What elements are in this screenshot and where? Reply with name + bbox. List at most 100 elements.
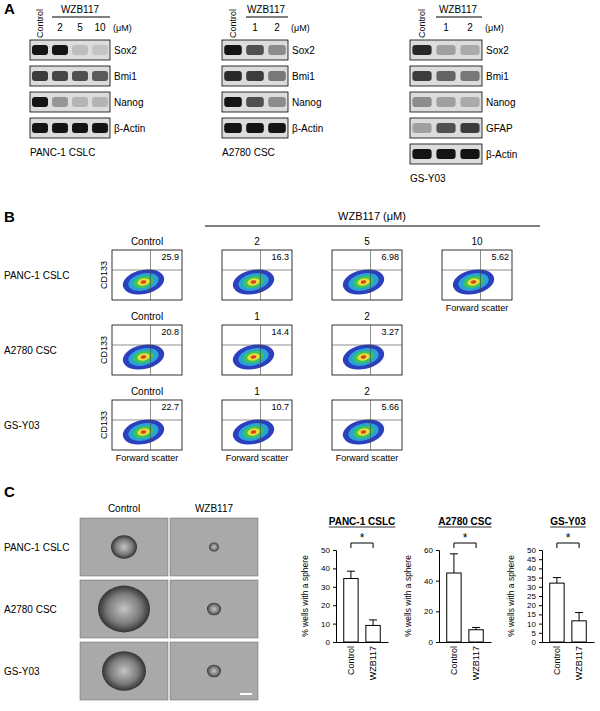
y-axis-line (436, 551, 440, 643)
flow-density (360, 430, 366, 435)
dose-label: 2 (274, 22, 280, 33)
blot-band (246, 45, 264, 55)
panel-label: B (4, 208, 15, 225)
blot-band (268, 123, 286, 133)
y-axis: 05101520253035404550 (527, 546, 542, 647)
chart-title: PANC-1 CSLC (329, 516, 395, 527)
sphere (207, 665, 221, 678)
y-tick: 40 (527, 564, 542, 573)
dose-label: 2 (57, 22, 63, 33)
blot-strip (222, 66, 288, 86)
flow-density (140, 355, 146, 360)
blot-strip (222, 92, 288, 112)
error-bar (575, 613, 583, 621)
flow-plot-frame (222, 400, 292, 450)
blot-caption: A2780 CSC (222, 147, 275, 158)
blot-band (224, 123, 242, 133)
flow-plot-frame (222, 325, 292, 375)
y-tick-label: 50 (527, 546, 536, 555)
y-tick-mark (539, 605, 542, 606)
flow-density (237, 345, 271, 368)
x-tick: Control (346, 642, 356, 675)
blot-band (32, 97, 48, 107)
gate-percent: 14.4 (271, 327, 289, 337)
error-bar-cap (450, 553, 458, 554)
blot-strip (30, 92, 110, 112)
flow-density (242, 274, 265, 290)
flow-plot-frame (222, 250, 292, 300)
treatment-line (436, 17, 482, 18)
flow-density (242, 424, 265, 440)
gate-line (222, 270, 292, 271)
y-tick-label: 20 (424, 607, 433, 616)
flow-density (352, 349, 375, 365)
blot-band (412, 97, 431, 107)
flow-density (127, 270, 161, 293)
y-axis-title: % wells with a sphere (300, 555, 310, 637)
flow-density (120, 416, 166, 448)
blot-strip (410, 118, 482, 138)
gate-line (112, 345, 182, 346)
y-tick-mark (436, 642, 439, 643)
y-axis-title: CD133 (99, 336, 109, 364)
blot-band (224, 45, 242, 55)
blot-band (460, 71, 479, 81)
error-bar-stem (579, 613, 580, 621)
y-tick-label: 5 (532, 629, 537, 638)
y-tick-mark (333, 605, 336, 606)
y-tick-mark (436, 550, 439, 551)
row-label: A2780 CSC (4, 345, 57, 356)
error-bar (347, 571, 355, 578)
sphere-images: ControlWZB117PANC-1 CSLCA2780 CSCGS-Y03 (4, 503, 258, 700)
y-tick: 40 (321, 564, 336, 573)
y-tick-mark (436, 581, 439, 582)
flow-density (250, 430, 256, 435)
gate-percent: 22.7 (161, 402, 179, 412)
gate-percent: 5.62 (491, 252, 509, 262)
blot-band (268, 45, 286, 55)
y-tick: 50 (527, 546, 542, 555)
blot-band (412, 123, 431, 133)
sphere (207, 603, 221, 616)
gate-line (112, 270, 182, 271)
unit-label: (μM) (485, 23, 504, 33)
image-row-label: GS-Y03 (4, 666, 40, 677)
gate-line (332, 270, 402, 271)
gate-line (260, 325, 261, 375)
flow-density (127, 345, 161, 368)
y-axis: 0204060 (424, 546, 439, 647)
blot-band (436, 45, 455, 55)
gate-line (260, 250, 261, 300)
protein-label: Bmi1 (292, 71, 315, 82)
bar (550, 583, 564, 642)
y-tick-mark (539, 587, 542, 588)
error-bar-stem (373, 620, 374, 626)
y-tick: 30 (321, 583, 336, 592)
column-label: Control (131, 236, 163, 247)
gate-percent: 5.66 (381, 402, 399, 412)
flow-density (132, 424, 155, 440)
flow-density (450, 266, 496, 298)
column-label: Control (131, 386, 163, 397)
blot-band (460, 123, 479, 133)
image-column-label: WZB117 (195, 503, 234, 514)
flow-density (237, 420, 271, 443)
lane-label: Control (35, 9, 45, 38)
blot-band (32, 45, 48, 55)
flow-density (357, 427, 371, 436)
x-tick: Control (552, 642, 562, 675)
flow-density (230, 341, 276, 373)
significance-label: * (463, 531, 468, 545)
error-bar-stem (556, 578, 557, 584)
blot-group: ControlWZB11712(μM)Sox2Bmi1Nanogβ-ActinA… (222, 4, 323, 158)
lane-label: Control (417, 9, 427, 38)
flow-density (467, 277, 481, 286)
blot-band (72, 45, 88, 55)
dose-label: 2 (467, 22, 473, 33)
protein-label: Nanog (486, 97, 515, 108)
treatment-line (246, 17, 288, 18)
blot-band (268, 97, 286, 107)
y-tick-label: 0 (429, 638, 434, 647)
y-tick-label: 15 (527, 610, 536, 619)
y-tick: 25 (527, 592, 542, 601)
